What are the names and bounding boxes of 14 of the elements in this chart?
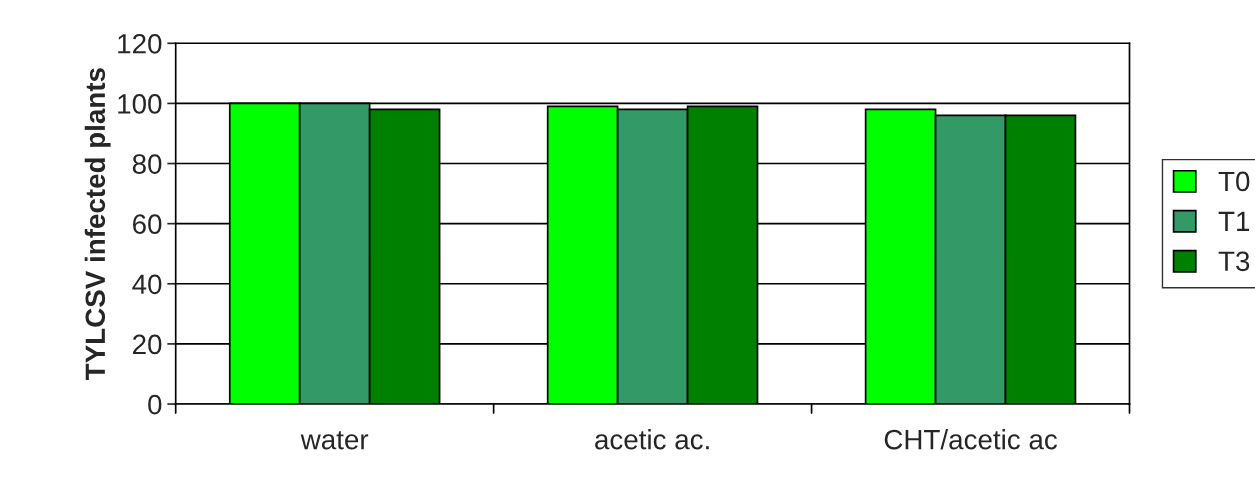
x-tick-label: CHT/acetic ac: [884, 429, 1058, 450]
y-tick-label: 20: [133, 334, 162, 355]
x-tick-label: water: [300, 431, 369, 450]
y-tick-label: 120: [118, 33, 162, 54]
x-tick-label: acetic ac.: [595, 429, 709, 450]
y-tick-label: 60: [133, 214, 162, 234]
y-axis-title: TYLCSV infected plants: [84, 68, 111, 380]
y-tick-label: 80: [132, 154, 162, 174]
y-tick-label: 40: [132, 274, 162, 295]
legend-label: T3: [1218, 251, 1250, 272]
y-tick-label: 0: [148, 394, 162, 415]
legend-label: T1: [1218, 211, 1250, 231]
y-tick-label: 100: [118, 94, 162, 114]
legend-label: T0: [1218, 171, 1250, 192]
